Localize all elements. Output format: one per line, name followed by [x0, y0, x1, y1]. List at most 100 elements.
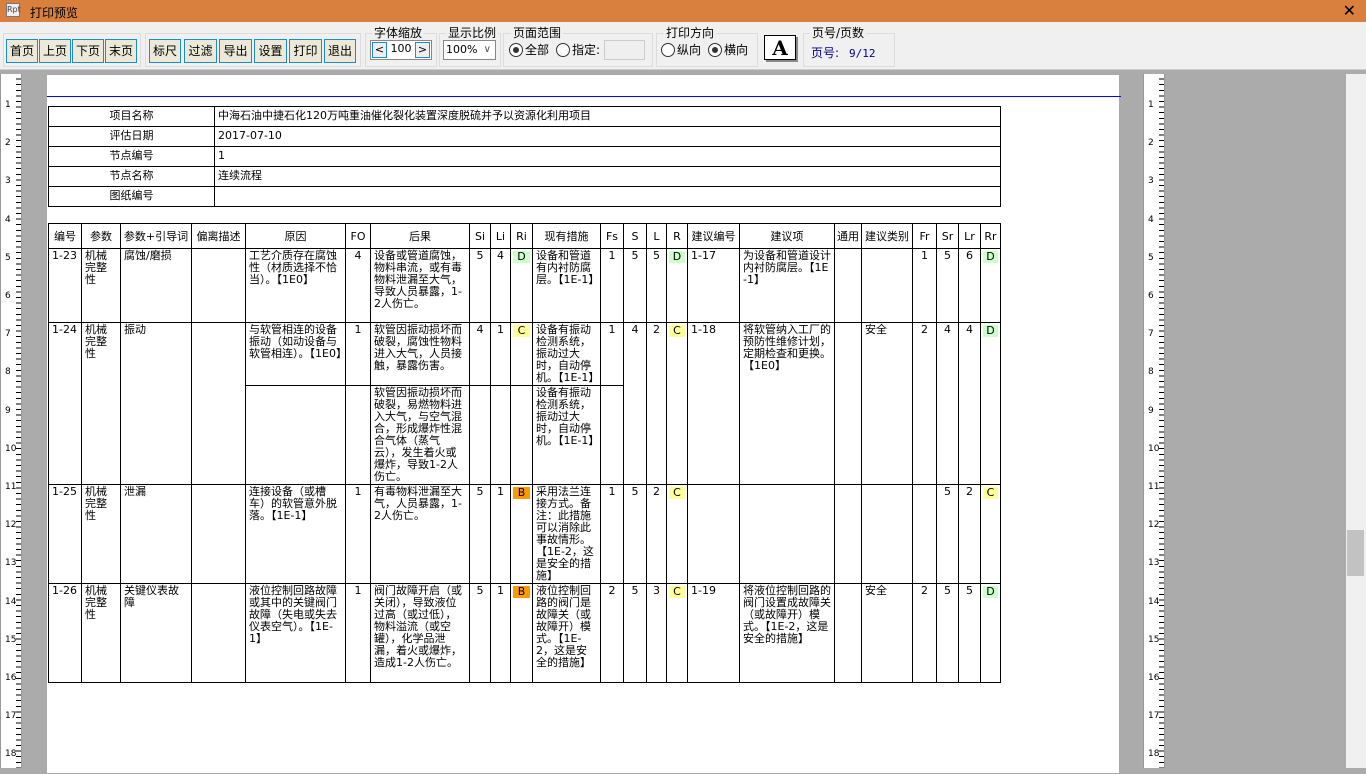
column-header[interactable]: Sr [936, 223, 959, 249]
ruler-number: 17 [1148, 711, 1160, 722]
table-row: 1-23 机械完整性 腐蚀/磨损 工艺介质存在腐蚀性（材质选择不恰当）。【1E0】 4 设… [48, 248, 1001, 323]
display-ratio-select[interactable]: 100% ∨ [443, 40, 496, 60]
column-header[interactable]: 参数+引导词 [120, 223, 192, 249]
table-row: 1-25 机械完整性 泄漏 连接设备（或槽车）的软管意外脱落。【1E-1】 1 有毒物料泄… [48, 484, 1001, 584]
settings-button[interactable]: 设置 [254, 39, 287, 63]
cell-li: 4 [490, 248, 511, 323]
ruler-number: 4 [5, 214, 11, 225]
column-header[interactable]: 通用 [834, 223, 862, 249]
column-header[interactable]: 现有措施 [532, 223, 601, 249]
print-button[interactable]: 打印 [289, 39, 322, 63]
range-input[interactable] [604, 40, 645, 60]
vertical-scrollbar[interactable] [1346, 74, 1366, 768]
column-header[interactable]: 偏离描述 [191, 223, 246, 249]
landscape-radio[interactable]: 横向 [708, 42, 748, 58]
cell-fs: 1 [600, 248, 624, 323]
cell-param: 机械完整性 [81, 248, 121, 323]
close-icon[interactable]: ✕ [1342, 1, 1356, 20]
column-header[interactable]: R [666, 223, 688, 249]
column-header[interactable]: 参数 [81, 223, 121, 249]
page-number-label: 页号: [811, 46, 840, 60]
column-header[interactable]: Li [490, 223, 511, 249]
filter-button[interactable]: 过滤 [184, 39, 217, 63]
column-header[interactable]: Lr [958, 223, 981, 249]
prev-page-button[interactable]: 上页 [39, 39, 71, 63]
column-header[interactable]: Si [469, 223, 491, 249]
cell-meas: 设备有振动检测系统，振动过大时，自动停机。【1E-1】 [532, 322, 601, 386]
column-header[interactable]: 原因 [245, 223, 346, 249]
zoom-decrease-button[interactable]: < [372, 42, 387, 58]
ruler-number: 11 [5, 482, 17, 492]
cell-fs [600, 385, 624, 485]
cell-fr: 2 [912, 583, 937, 683]
column-header[interactable]: FO [345, 223, 371, 249]
cell-ri: B [510, 484, 533, 584]
column-header[interactable]: 后果 [370, 223, 470, 249]
cell-rec-no: 1-17 [687, 248, 740, 323]
cell-si: 5 [469, 248, 491, 323]
cell-guide: 泄漏 [120, 484, 192, 584]
ruler-number: 2 [1148, 138, 1154, 149]
risk-level: D [983, 251, 998, 263]
info-value: 连续流程 [214, 166, 1001, 187]
cell-l: 2 [646, 484, 667, 584]
cell-param: 机械完整性 [81, 583, 121, 683]
font-zoom-stepper[interactable]: < 100 > [370, 40, 432, 60]
cell-meas: 采用法兰连接方式。备注：此措施可以消除此事故情形。【1E-2，这是安全的措施】 [532, 484, 601, 584]
column-header[interactable]: Fr [912, 223, 937, 249]
cell-fs: 1 [600, 484, 624, 584]
risk-level: D [513, 251, 530, 263]
cell-cons: 软管因振动损坏而破裂，腐蚀性物料进入大气，人员接触，暴露伤害。 [370, 322, 470, 386]
cell-si [469, 385, 491, 485]
cell-fs: 1 [600, 322, 624, 386]
cell-rr: D [980, 248, 1001, 323]
font-zoom-label: 字体缩放 [372, 24, 425, 41]
column-header[interactable]: 建议项 [739, 223, 835, 249]
print-page: 项目名称 中海石油中捷石化120万吨重油催化裂化装置深度脱硫并予以资源化利用项目评… [46, 74, 1121, 774]
column-header[interactable]: S [623, 223, 647, 249]
risk-level: C [983, 487, 998, 499]
info-value: 1 [214, 146, 1001, 167]
range-specified-radio[interactable]: 指定: [556, 42, 600, 58]
cell-dev [191, 583, 246, 683]
exit-button[interactable]: 退出 [324, 39, 356, 63]
first-page-button[interactable]: 首页 [6, 39, 38, 63]
portrait-radio[interactable]: 纵向 [661, 42, 701, 58]
ruler-button[interactable]: 标尺 [149, 39, 181, 63]
export-button[interactable]: 导出 [219, 39, 252, 63]
cell-r: C [666, 484, 688, 584]
cell-si: 5 [469, 484, 491, 584]
cell-rec: 将软管纳入工厂的预防性维修计划，定期检查和更换。【1E0】 [739, 322, 835, 485]
last-page-button[interactable]: 末页 [105, 39, 137, 63]
chevron-down-icon: ∨ [483, 44, 491, 55]
cell-sr: 5 [936, 484, 959, 584]
zoom-increase-button[interactable]: > [415, 42, 430, 58]
column-header[interactable]: 建议类别 [861, 223, 913, 249]
range-all-radio[interactable]: 全部 [509, 42, 549, 58]
cell-r: C [666, 322, 688, 485]
cell-li: 1 [490, 484, 511, 584]
column-header[interactable]: Ri [510, 223, 533, 249]
cell-id: 1-25 [48, 484, 82, 584]
cell-gen [834, 248, 862, 323]
column-header[interactable]: 建议编号 [687, 223, 740, 249]
cell-rec-no: 1-18 [687, 322, 740, 485]
cell-dev [191, 484, 246, 584]
font-zoom-value[interactable]: 100 [390, 42, 412, 55]
ruler-number: 16 [5, 673, 17, 683]
column-header[interactable]: L [646, 223, 667, 249]
column-header[interactable]: 编号 [48, 223, 82, 249]
cell-lr: 5 [958, 583, 981, 683]
cell-dev [191, 248, 246, 323]
ruler-number: 8 [1148, 367, 1154, 378]
column-header[interactable]: Rr [980, 223, 1001, 249]
cell-id: 1-26 [48, 583, 82, 683]
scrollbar-thumb[interactable] [1347, 530, 1364, 576]
cell-guide: 关键仪表故障 [120, 583, 192, 683]
cell-fo [345, 385, 371, 485]
ruler-number: 14 [5, 596, 17, 607]
ruler-number: 18 [5, 749, 17, 760]
risk-level: B [513, 487, 530, 499]
next-page-button[interactable]: 下页 [72, 39, 104, 63]
column-header[interactable]: Fs [600, 223, 624, 249]
